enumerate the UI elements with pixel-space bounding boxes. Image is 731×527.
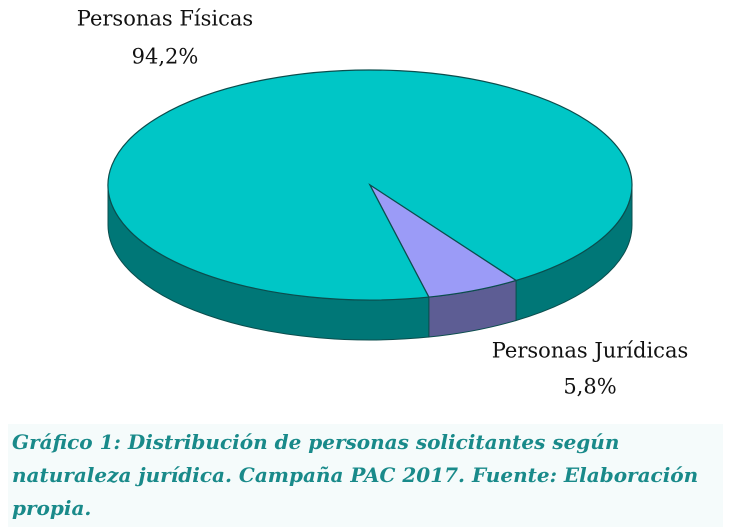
value-label: 94,2% — [132, 45, 199, 69]
chart: Personas Físicas 94,2% Personas Jurídicas 5… — [77, 7, 689, 399]
value-label: 5,8% — [563, 375, 616, 399]
category-label: Personas Físicas — [77, 7, 253, 31]
category-label: Personas Jurídicas — [492, 339, 689, 363]
pie-slice — [368, 183, 518, 298]
caption: Gráfico 1: Distribución de personas soli… — [8, 424, 723, 527]
